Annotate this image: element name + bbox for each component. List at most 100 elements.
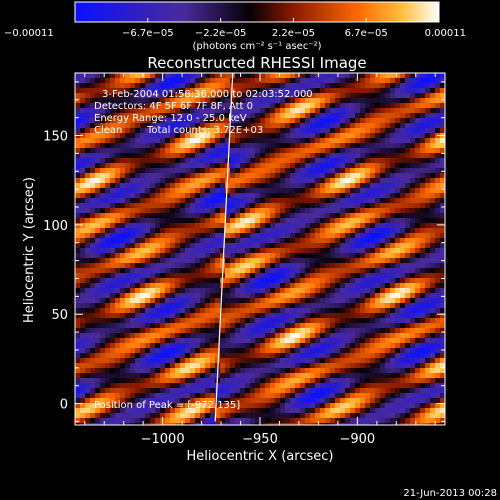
heatmap-cell bbox=[330, 373, 336, 379]
heatmap-cell bbox=[255, 278, 261, 284]
heatmap-cell bbox=[310, 233, 316, 239]
heatmap-cell bbox=[75, 143, 81, 149]
heatmap-cell bbox=[190, 238, 196, 244]
heatmap-cell bbox=[255, 233, 261, 239]
heatmap-cell bbox=[105, 353, 111, 359]
colorbar-units-label: (photons cm⁻² s⁻¹ asec⁻²) bbox=[192, 41, 321, 52]
heatmap-cell bbox=[210, 128, 216, 134]
heatmap-cell bbox=[220, 223, 226, 229]
heatmap-cell bbox=[420, 93, 426, 99]
heatmap-cell bbox=[115, 153, 121, 159]
heatmap-cell bbox=[125, 238, 131, 244]
heatmap-cell bbox=[295, 418, 301, 424]
heatmap-cell bbox=[75, 178, 81, 184]
heatmap-cell bbox=[100, 388, 106, 394]
heatmap-cell bbox=[235, 383, 241, 389]
heatmap-cell bbox=[285, 308, 291, 314]
heatmap-cell bbox=[200, 93, 206, 99]
heatmap-cell bbox=[420, 188, 426, 194]
heatmap-cell bbox=[160, 163, 166, 169]
heatmap-cell bbox=[260, 178, 266, 184]
heatmap-cell bbox=[360, 133, 366, 139]
heatmap-cell bbox=[265, 108, 271, 114]
heatmap-cell bbox=[265, 408, 271, 414]
heatmap-cell bbox=[355, 168, 361, 174]
heatmap-cell bbox=[135, 218, 141, 224]
heatmap-cell bbox=[265, 193, 271, 199]
heatmap-cell bbox=[265, 418, 271, 424]
heatmap-cell bbox=[415, 83, 421, 89]
heatmap-cell bbox=[240, 283, 246, 289]
heatmap-cell bbox=[290, 243, 296, 249]
heatmap-cell bbox=[105, 378, 111, 384]
heatmap-cell bbox=[80, 263, 86, 269]
heatmap-cell bbox=[225, 348, 231, 354]
heatmap-cell bbox=[225, 263, 231, 269]
heatmap-cell bbox=[95, 73, 101, 79]
heatmap-cell bbox=[375, 273, 381, 279]
heatmap-cell bbox=[335, 128, 341, 134]
heatmap-cell bbox=[280, 148, 286, 154]
heatmap-cell bbox=[215, 318, 221, 324]
heatmap-cell bbox=[180, 233, 186, 239]
heatmap-cell bbox=[150, 388, 156, 394]
heatmap-cell bbox=[345, 288, 351, 294]
heatmap-cell bbox=[250, 393, 256, 399]
heatmap-cell bbox=[375, 98, 381, 104]
heatmap-cell bbox=[330, 418, 336, 424]
heatmap-cell bbox=[125, 173, 131, 179]
heatmap-cell bbox=[335, 393, 341, 399]
heatmap-cell bbox=[170, 183, 176, 189]
heatmap-cell bbox=[230, 133, 236, 139]
heatmap-cell bbox=[240, 313, 246, 319]
heatmap-cell bbox=[155, 78, 161, 84]
heatmap-cell bbox=[190, 423, 196, 425]
heatmap-cell bbox=[210, 203, 216, 209]
heatmap-cell bbox=[305, 383, 311, 389]
heatmap-cell bbox=[175, 338, 181, 344]
heatmap-cell bbox=[105, 268, 111, 274]
heatmap-cell bbox=[190, 288, 196, 294]
heatmap-cell bbox=[120, 278, 126, 284]
heatmap-cell bbox=[400, 163, 406, 169]
heatmap-cell bbox=[335, 168, 341, 174]
heatmap-cell bbox=[80, 283, 86, 289]
heatmap-cell bbox=[390, 193, 396, 199]
heatmap-cell bbox=[115, 398, 121, 404]
heatmap-cell bbox=[260, 228, 266, 234]
heatmap-cell bbox=[405, 148, 411, 154]
heatmap-cell bbox=[285, 108, 291, 114]
heatmap-cell bbox=[355, 178, 361, 184]
heatmap-cell bbox=[355, 208, 361, 214]
heatmap-cell bbox=[310, 313, 316, 319]
heatmap-cell bbox=[325, 178, 331, 184]
heatmap-cell bbox=[335, 398, 341, 404]
heatmap-cell bbox=[335, 323, 341, 329]
heatmap-cell bbox=[245, 358, 251, 364]
heatmap-cell bbox=[205, 353, 211, 359]
heatmap-cell bbox=[395, 348, 401, 354]
heatmap-cell bbox=[85, 233, 91, 239]
heatmap-cell bbox=[400, 368, 406, 374]
heatmap-cell bbox=[105, 138, 111, 144]
heatmap-cell bbox=[210, 363, 216, 369]
heatmap-cell bbox=[175, 238, 181, 244]
heatmap-cell bbox=[325, 238, 331, 244]
heatmap-cell bbox=[165, 293, 171, 299]
heatmap-cell bbox=[245, 273, 251, 279]
heatmap-cell bbox=[395, 208, 401, 214]
heatmap-cell bbox=[105, 408, 111, 414]
heatmap-cell bbox=[255, 388, 261, 394]
heatmap-cell bbox=[80, 178, 86, 184]
heatmap-cell bbox=[225, 423, 231, 425]
heatmap-cell bbox=[160, 248, 166, 254]
heatmap-cell bbox=[350, 283, 356, 289]
heatmap-cell bbox=[385, 218, 391, 224]
heatmap-cell bbox=[130, 223, 136, 229]
heatmap-cell bbox=[300, 253, 306, 259]
heatmap-cell bbox=[155, 158, 161, 164]
heatmap-cell bbox=[85, 273, 91, 279]
heatmap-cell bbox=[295, 323, 301, 329]
heatmap-cell bbox=[310, 113, 316, 119]
heatmap-cell bbox=[95, 268, 101, 274]
